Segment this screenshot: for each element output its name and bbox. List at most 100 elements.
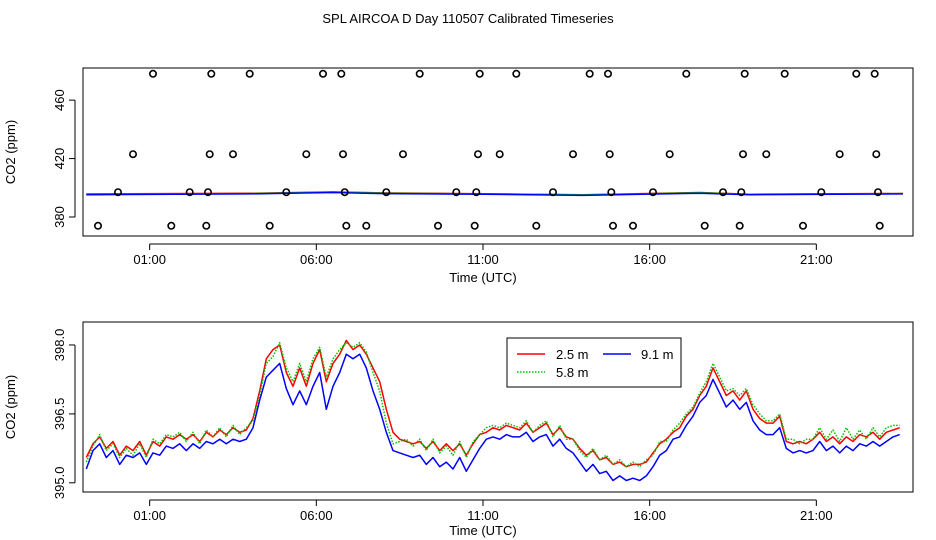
calibration-point — [245, 69, 254, 78]
bottom-y-axis-label: CO2 (ppm) — [3, 375, 18, 439]
calibration-point — [265, 221, 274, 230]
calibration-point — [318, 69, 327, 78]
calibration-point — [342, 221, 351, 230]
calibration-point — [204, 188, 213, 197]
calibration-point — [870, 69, 879, 78]
calibration-point — [682, 69, 691, 78]
top-series-9-1-m — [86, 191, 904, 197]
calibration-point — [872, 150, 881, 159]
calibration-point — [585, 69, 594, 78]
calibration-point — [337, 69, 346, 78]
top-x-tick-label: 01:00 — [133, 252, 166, 267]
bottom-plot-frame — [82, 321, 914, 493]
bottom-x-tick-label: 01:00 — [133, 508, 166, 523]
calibration-point — [382, 188, 391, 197]
calibration-point — [338, 150, 347, 159]
bottom-y-axis: 395.0 396.5 398.0 — [52, 329, 76, 500]
calibration-point — [472, 188, 481, 197]
calibration-point — [302, 150, 311, 159]
legend-label-5-8m: 5.8 m — [556, 365, 589, 380]
calibration-point — [700, 221, 709, 230]
top-x-axis: 01:00 06:00 11:00 16:00 21:00 — [133, 243, 833, 267]
calibration-point — [735, 221, 744, 230]
calibration-point — [495, 150, 504, 159]
calibration-point — [875, 221, 884, 230]
top-y-tick-label: 380 — [52, 206, 67, 228]
calibration-point — [512, 69, 521, 78]
top-x-tick-label: 06:00 — [300, 252, 333, 267]
bottom-x-axis-label: Time (UTC) — [449, 523, 516, 538]
calibration-point — [205, 150, 214, 159]
top-x-axis-label: Time (UTC) — [449, 270, 516, 285]
calibration-point — [648, 188, 657, 197]
calibration-point — [607, 188, 616, 197]
calibration-point — [433, 221, 442, 230]
calibration-point — [817, 188, 826, 197]
top-x-tick-label: 21:00 — [800, 252, 833, 267]
calibration-point — [568, 150, 577, 159]
calibration-point — [452, 188, 461, 197]
calibration-point — [229, 150, 238, 159]
calibration-point — [202, 221, 211, 230]
calibration-point — [340, 188, 349, 197]
bottom-x-tick-label: 06:00 — [300, 508, 333, 523]
top-y-axis-label: CO2 (ppm) — [3, 120, 18, 184]
calibration-point — [415, 69, 424, 78]
calibration-point — [798, 221, 807, 230]
calibration-point — [738, 150, 747, 159]
bottom-panel: 01:00 06:00 11:00 16:00 21:00 395.0 396.5 398.… — [3, 321, 914, 538]
calibration-point — [398, 150, 407, 159]
calibration-point — [603, 69, 612, 78]
calibration-point — [362, 221, 371, 230]
calibration-point — [718, 188, 727, 197]
calibration-point — [282, 188, 291, 197]
calibration-point — [835, 150, 844, 159]
calibration-point — [605, 150, 614, 159]
bottom-series-group — [85, 339, 900, 482]
calibration-point — [185, 188, 194, 197]
calibration-point — [852, 69, 861, 78]
calibration-point — [740, 69, 749, 78]
calibration-point — [665, 150, 674, 159]
top-y-tick-label: 420 — [52, 148, 67, 170]
top-y-axis: 380 420 460 — [52, 89, 76, 228]
legend-box — [506, 337, 682, 388]
calibration-point — [873, 188, 882, 197]
calibration-points-group — [94, 69, 884, 230]
calibration-point — [129, 150, 138, 159]
calibration-point — [207, 69, 216, 78]
calibration-point — [475, 69, 484, 78]
legend: 2.5 m 9.1 m 5.8 m — [506, 337, 682, 388]
calibration-point — [473, 150, 482, 159]
bottom-x-tick-label: 11:00 — [467, 508, 499, 523]
calibration-point — [608, 221, 617, 230]
top-panel: 01:00 06:00 11:00 16:00 21:00 380 420 460 Time… — [3, 67, 914, 285]
calibration-point — [149, 69, 158, 78]
calibration-point — [548, 188, 557, 197]
top-plot-frame — [82, 67, 914, 237]
calibration-point — [470, 221, 479, 230]
calibration-point — [780, 69, 789, 78]
top-series-group — [86, 191, 904, 197]
bottom-y-tick-label: 396.5 — [52, 398, 67, 431]
top-y-tick-label: 460 — [52, 89, 67, 111]
top-x-tick-label: 16:00 — [633, 252, 666, 267]
bottom-y-tick-label: 395.0 — [52, 467, 67, 500]
calibration-point — [762, 150, 771, 159]
bottom-x-axis: 01:00 06:00 11:00 16:00 21:00 — [133, 499, 833, 523]
legend-label-2-5m: 2.5 m — [556, 347, 589, 362]
calibration-point — [628, 221, 637, 230]
calibration-point — [114, 188, 123, 197]
bottom-x-tick-label: 16:00 — [633, 508, 666, 523]
figure-title: SPL AIRCOA D Day 110507 Calibrated Times… — [322, 11, 614, 26]
bottom-series-5-8-m — [85, 341, 900, 468]
bottom-series-9-1-m — [85, 353, 900, 482]
calibration-point — [532, 221, 541, 230]
top-x-tick-label: 11:00 — [467, 252, 499, 267]
calibration-point — [167, 221, 176, 230]
bottom-y-tick-label: 398.0 — [52, 329, 67, 362]
bottom-x-tick-label: 21:00 — [800, 508, 833, 523]
calibration-point — [94, 221, 103, 230]
